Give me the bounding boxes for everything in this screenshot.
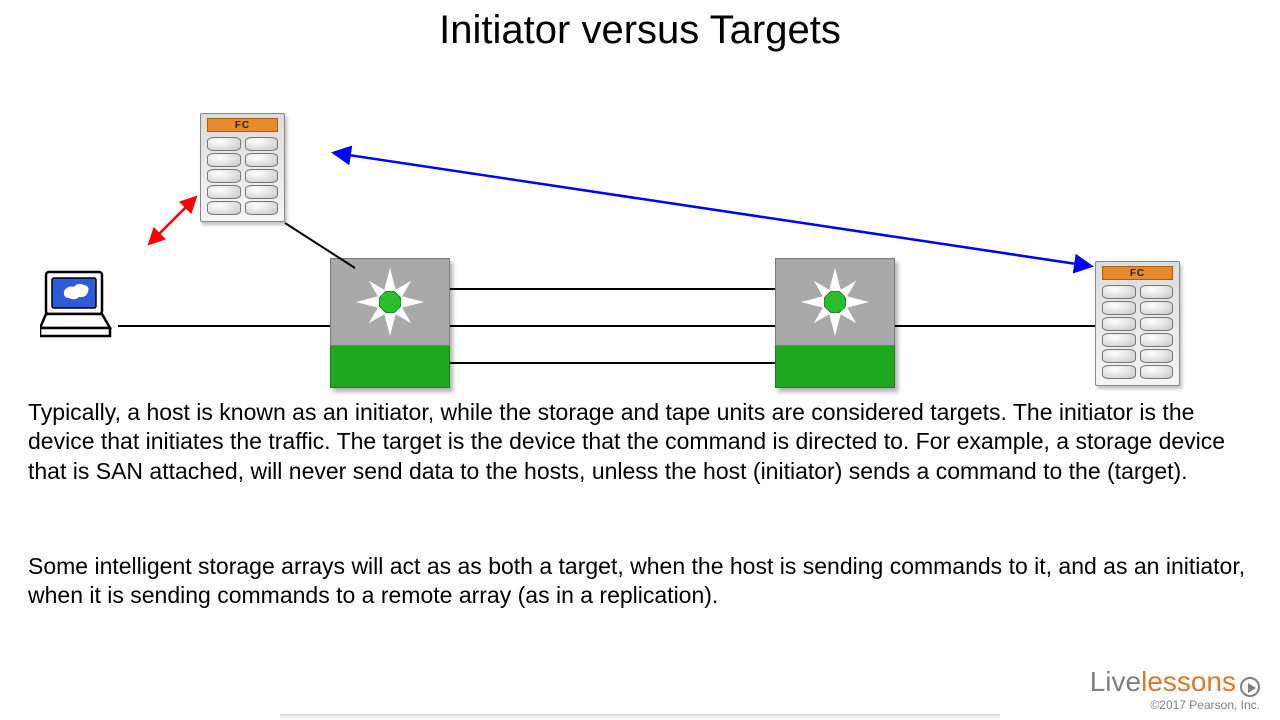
paragraph-1: Typically, a host is known as an initiat… bbox=[28, 398, 1252, 486]
brand-live: Live bbox=[1090, 666, 1141, 697]
page-title: Initiator versus Targets bbox=[0, 0, 1280, 53]
fc-label: FC bbox=[207, 118, 278, 132]
host-workstation bbox=[40, 268, 118, 340]
connections-overlay bbox=[0, 53, 1280, 453]
bottom-divider bbox=[280, 714, 1000, 720]
storage-array-right: FC bbox=[1095, 261, 1180, 386]
footer: Livelessons ©2017 Pearson, Inc. bbox=[1090, 666, 1260, 712]
paragraph-2: Some intelligent storage arrays will act… bbox=[28, 552, 1252, 611]
play-icon bbox=[1240, 677, 1260, 697]
brand-logo: Livelessons bbox=[1090, 666, 1260, 698]
fc-switch-right bbox=[775, 258, 895, 388]
fc-label: FC bbox=[1102, 266, 1173, 280]
fc-switch-left bbox=[330, 258, 450, 388]
brand-lessons: lessons bbox=[1141, 666, 1236, 697]
storage-array-left: FC bbox=[200, 113, 285, 222]
network-diagram: FC bbox=[0, 53, 1280, 403]
copyright-text: ©2017 Pearson, Inc. bbox=[1090, 698, 1260, 712]
